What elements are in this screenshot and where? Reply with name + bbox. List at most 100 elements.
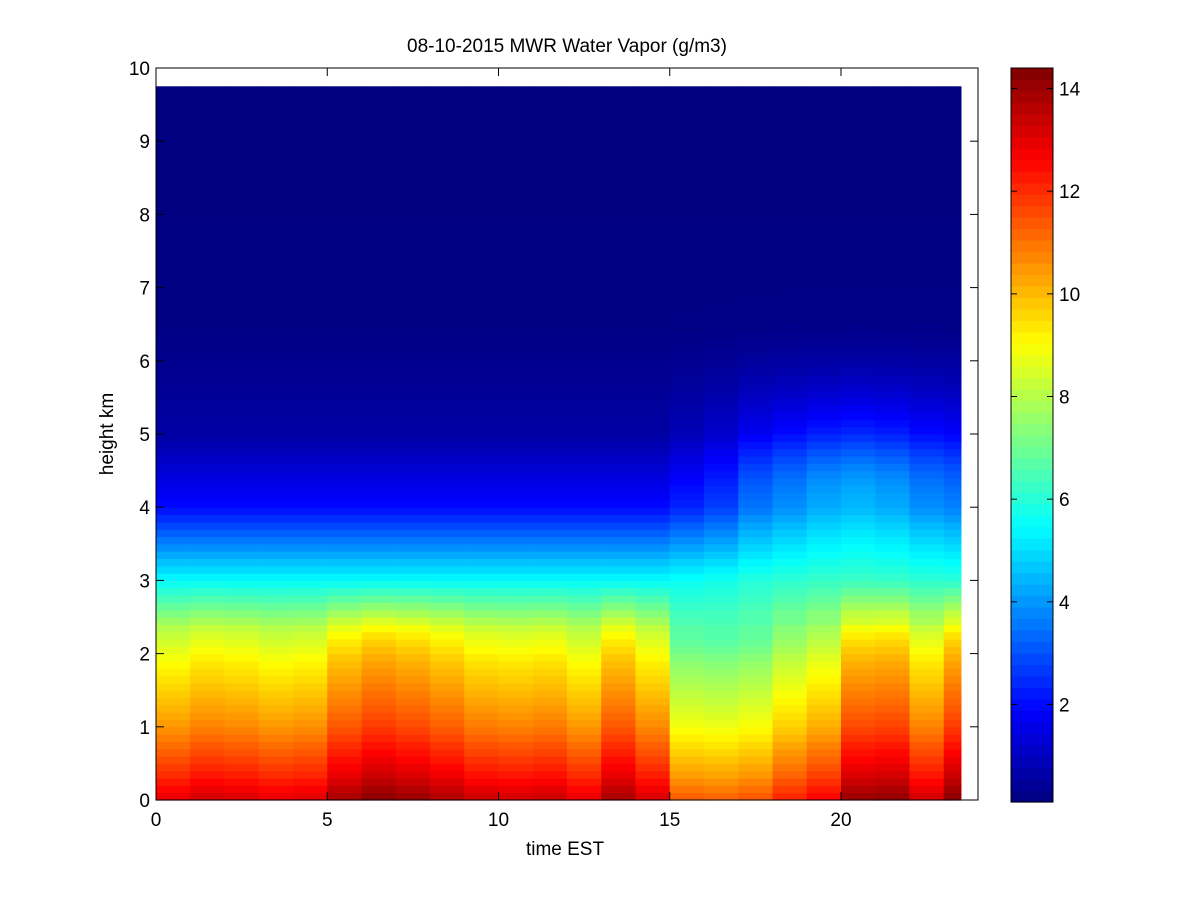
heatmap-cell: [806, 199, 842, 208]
heatmap-cell: [806, 748, 842, 757]
heatmap-cell: [361, 734, 397, 743]
heatmap-cell: [190, 763, 226, 772]
heatmap-cell: [532, 331, 568, 340]
heatmap-cell: [738, 265, 774, 274]
heatmap-cell: [156, 617, 191, 625]
heatmap-cell: [293, 485, 328, 494]
heatmap-cell: [806, 309, 842, 318]
heatmap-cell: [601, 741, 637, 750]
heatmap-cell: [704, 580, 739, 589]
heatmap-cell: [258, 155, 294, 164]
heatmap-cell: [190, 536, 226, 545]
heatmap-cell: [841, 412, 876, 420]
heatmap-cell: [738, 119, 774, 128]
heatmap-cell: [738, 463, 774, 472]
heatmap-cell: [258, 697, 294, 706]
heatmap-cell: [258, 770, 294, 779]
colorbar-step: [1011, 492, 1053, 505]
heatmap-cell: [532, 617, 568, 625]
heatmap-cell: [430, 126, 465, 135]
heatmap-cell: [772, 646, 808, 655]
heatmap-cell: [327, 697, 363, 706]
heatmap-cell: [156, 587, 191, 596]
heatmap-cell: [224, 119, 260, 128]
heatmap-cell: [875, 346, 911, 355]
heatmap-cell: [943, 185, 962, 194]
heatmap-cell: [532, 133, 568, 142]
heatmap-cell: [430, 507, 465, 516]
y-tick-label: 1: [139, 718, 150, 739]
colorbar-step: [1011, 113, 1053, 126]
heatmap-cell: [806, 302, 842, 311]
heatmap-cell: [464, 126, 500, 135]
heatmap-cell: [909, 86, 945, 91]
heatmap-cell: [190, 470, 226, 479]
heatmap-cell: [567, 609, 602, 618]
heatmap-cell: [498, 302, 534, 311]
heatmap-cell: [806, 170, 842, 179]
heatmap-cell: [943, 404, 962, 413]
heatmap-cell: [498, 668, 534, 677]
heatmap-cell: [909, 543, 945, 552]
heatmap-cell: [635, 580, 671, 589]
heatmap-cell: [293, 565, 328, 574]
heatmap-cell: [258, 617, 294, 625]
heatmap-cell: [943, 294, 962, 303]
heatmap-cell: [772, 660, 808, 669]
heatmap-cell: [601, 660, 637, 669]
heatmap-cell: [704, 434, 739, 442]
heatmap-cell: [875, 331, 911, 340]
heatmap-cell: [772, 360, 808, 369]
heatmap-cell: [772, 792, 808, 801]
heatmap-cell: [772, 148, 808, 157]
colorbar-step: [1011, 744, 1053, 757]
heatmap-cell: [464, 499, 500, 508]
heatmap-cell: [806, 778, 842, 786]
colorbar-step: [1011, 377, 1053, 390]
heatmap-cell: [567, 748, 602, 757]
heatmap-cell: [943, 258, 962, 267]
heatmap-cell: [293, 155, 328, 164]
chart-title: 08-10-2015 MWR Water Vapor (g/m3): [407, 36, 727, 57]
heatmap-cell: [430, 690, 465, 699]
heatmap-cell: [190, 697, 226, 706]
heatmap-cell: [875, 763, 911, 772]
heatmap-cell: [909, 587, 945, 596]
heatmap-cell: [841, 338, 876, 347]
heatmap-cell: [772, 668, 808, 677]
heatmap-cell: [327, 258, 363, 267]
heatmap-cell: [772, 756, 808, 764]
heatmap-cell: [772, 485, 808, 494]
heatmap-cell: [293, 595, 328, 603]
heatmap-cell: [532, 682, 568, 691]
heatmap-cell: [224, 507, 260, 516]
colorbar-step: [1011, 767, 1053, 780]
heatmap-cell: [464, 507, 500, 516]
heatmap-cell: [841, 785, 876, 794]
heatmap-cell: [258, 397, 294, 406]
heatmap-cell: [156, 419, 191, 428]
heatmap-cell: [532, 86, 568, 91]
heatmap-cell: [532, 214, 568, 223]
heatmap-cell: [875, 653, 911, 662]
heatmap-cell: [327, 177, 363, 186]
heatmap-cell: [258, 682, 294, 691]
heatmap-cell: [909, 243, 945, 252]
heatmap-cell: [841, 448, 876, 457]
heatmap-cell: [567, 521, 602, 530]
heatmap-cell: [738, 529, 774, 538]
heatmap-cell: [361, 426, 397, 435]
heatmap-cell: [567, 492, 602, 501]
heatmap-cell: [327, 441, 363, 450]
heatmap-cell: [224, 382, 260, 391]
heatmap-cell: [567, 360, 602, 369]
heatmap-cell: [909, 368, 945, 377]
heatmap-cell: [464, 258, 500, 267]
heatmap-cell: [498, 287, 534, 296]
heatmap-cell: [669, 185, 705, 194]
colorbar-step: [1011, 480, 1053, 493]
heatmap-cell: [224, 675, 260, 684]
colorbar-step: [1011, 320, 1053, 333]
heatmap-cell: [875, 455, 911, 464]
heatmap-cell: [293, 499, 328, 508]
